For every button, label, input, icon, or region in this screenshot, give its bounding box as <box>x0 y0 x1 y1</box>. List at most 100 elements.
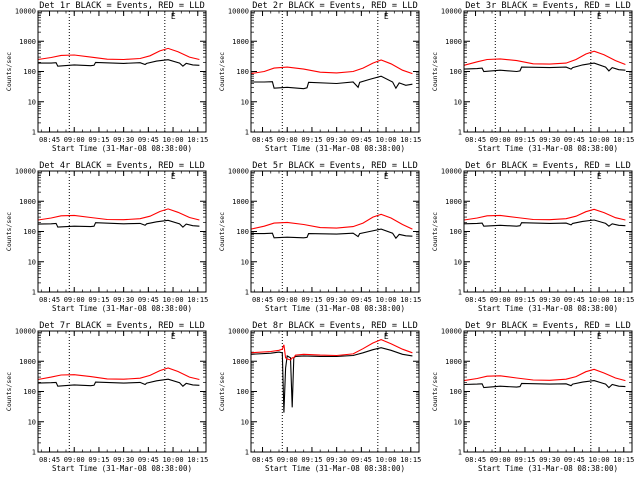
series-events-line <box>463 219 626 227</box>
x-tick-label: 09:45 <box>564 456 585 464</box>
x-tick-label: 09:00 <box>64 296 85 304</box>
x-tick-label: 10:15 <box>613 456 634 464</box>
x-tick-label: 09:15 <box>88 456 109 464</box>
y-tick-label: 1000 <box>232 38 249 46</box>
x-tick-label: 10:15 <box>400 136 421 144</box>
y-tick-label: 100 <box>449 388 462 396</box>
y-tick-label: 1 <box>245 449 249 457</box>
y-axis-label: Counts/sec <box>218 52 226 91</box>
x-tick-label: 10:00 <box>163 456 184 464</box>
y-tick-label: 1 <box>245 289 249 297</box>
x-tick-label: 09:00 <box>64 456 85 464</box>
y-tick-label: 100 <box>23 388 36 396</box>
x-tick-label: 08:45 <box>252 456 273 464</box>
series-events-line <box>463 380 626 389</box>
panel-title: Det 6r BLACK = Events, RED = LLD <box>465 161 631 171</box>
x-tick-label: 10:15 <box>400 456 421 464</box>
x-tick-label: 08:45 <box>465 296 486 304</box>
y-tick-label: 1000 <box>232 358 249 366</box>
y-axis-label: Counts/sec <box>5 372 13 411</box>
x-tick-label: 09:00 <box>490 296 511 304</box>
y-tick-label: 10000 <box>441 168 462 176</box>
x-tick-label: 10:00 <box>163 296 184 304</box>
x-tick-label: 09:45 <box>138 456 159 464</box>
x-axis-label: Start Time (31-Mar-08 08:38:00) <box>265 304 405 313</box>
y-tick-label: 10 <box>28 258 36 266</box>
series-events-line <box>251 75 413 90</box>
plot-frame <box>37 170 207 293</box>
detector-panel-3: Det 3r BLACK = Events, RED = LLD Counts/s… <box>431 1 634 153</box>
x-tick-label: 09:15 <box>88 136 109 144</box>
x-tick-label: 09:00 <box>277 136 298 144</box>
x-tick-label: 09:30 <box>539 296 560 304</box>
x-tick-label: 09:00 <box>277 456 298 464</box>
x-axis-label: Start Time (31-Mar-08 08:38:00) <box>52 464 192 473</box>
series-lld-line <box>250 213 413 230</box>
y-tick-label: 1000 <box>445 198 462 206</box>
x-tick-label: 09:15 <box>88 296 109 304</box>
series-lld-line <box>37 208 200 221</box>
event-marker-label: E <box>171 172 176 181</box>
x-tick-label: 08:45 <box>465 136 486 144</box>
event-marker-label: E <box>171 332 176 341</box>
series-lld-line <box>37 47 200 61</box>
y-tick-label: 100 <box>23 228 36 236</box>
plot-frame <box>37 330 207 453</box>
series-events-line <box>38 59 200 67</box>
x-tick-label: 09:45 <box>564 136 585 144</box>
series-lld-line <box>463 368 626 382</box>
series-events-line <box>251 228 413 240</box>
y-tick-label: 10000 <box>15 168 36 176</box>
x-tick-label: 09:15 <box>514 456 535 464</box>
x-tick-label: 08:45 <box>465 456 486 464</box>
y-tick-label: 1000 <box>445 38 462 46</box>
panel-title: Det 3r BLACK = Events, RED = LLD <box>465 1 631 11</box>
event-marker-label: E <box>384 12 389 21</box>
y-tick-label: 10 <box>241 98 249 106</box>
y-tick-label: 10000 <box>15 328 36 336</box>
y-tick-label: 10000 <box>441 328 462 336</box>
y-tick-label: 1 <box>32 449 36 457</box>
y-tick-label: 1 <box>245 129 249 137</box>
panel-title: Det 7r BLACK = Events, RED = LLD <box>39 321 205 331</box>
y-tick-label: 1 <box>458 289 462 297</box>
x-tick-label: 09:45 <box>351 456 372 464</box>
x-tick-label: 08:45 <box>252 136 273 144</box>
x-tick-label: 08:45 <box>252 296 273 304</box>
x-tick-label: 09:00 <box>277 296 298 304</box>
x-tick-label: 09:00 <box>490 456 511 464</box>
detector-panel-5: Det 5r BLACK = Events, RED = LLD Counts/s… <box>218 161 421 313</box>
series-events-line <box>250 347 413 413</box>
y-tick-label: 10 <box>241 258 249 266</box>
y-tick-label: 1000 <box>232 198 249 206</box>
y-tick-label: 100 <box>449 68 462 76</box>
x-tick-label: 09:45 <box>351 296 372 304</box>
series-lld-line <box>37 367 200 381</box>
y-tick-label: 10000 <box>228 8 249 16</box>
plot-frame <box>250 10 420 133</box>
x-tick-label: 10:00 <box>163 136 184 144</box>
detector-panel-7: Det 7r BLACK = Events, RED = LLD Counts/s… <box>5 321 208 473</box>
x-tick-label: 10:15 <box>187 136 208 144</box>
y-tick-label: 100 <box>449 228 462 236</box>
x-tick-label: 09:30 <box>539 136 560 144</box>
series-events-line <box>37 219 200 228</box>
y-tick-label: 10000 <box>15 8 36 16</box>
y-axis-label: Counts/sec <box>431 212 439 251</box>
x-tick-label: 09:45 <box>138 296 159 304</box>
x-tick-label: 10:00 <box>376 136 397 144</box>
x-axis-label: Start Time (31-Mar-08 08:38:00) <box>265 144 405 153</box>
panel-title: Det 1r BLACK = Events, RED = LLD <box>39 1 205 11</box>
y-axis-label: Counts/sec <box>218 372 226 411</box>
x-tick-label: 09:30 <box>113 456 134 464</box>
y-axis-label: Counts/sec <box>431 52 439 91</box>
y-axis-label: Counts/sec <box>431 372 439 411</box>
x-tick-label: 09:15 <box>301 136 322 144</box>
y-tick-label: 1 <box>32 289 36 297</box>
x-tick-label: 10:00 <box>589 456 610 464</box>
x-tick-label: 10:15 <box>400 296 421 304</box>
x-tick-label: 08:45 <box>39 456 60 464</box>
detector-panel-6: Det 6r BLACK = Events, RED = LLD Counts/s… <box>431 161 634 313</box>
detector-panel-4: Det 4r BLACK = Events, RED = LLD Counts/s… <box>5 161 208 313</box>
